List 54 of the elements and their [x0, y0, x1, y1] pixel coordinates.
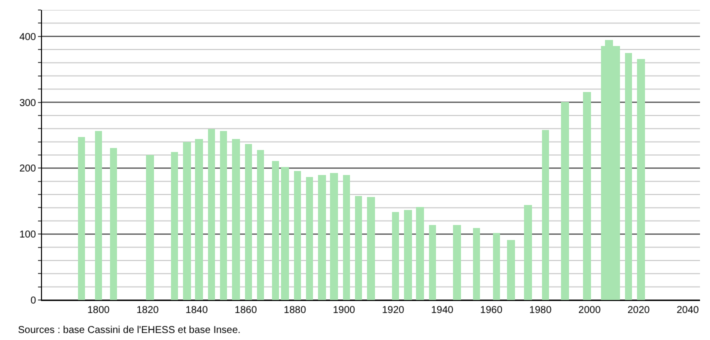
bar: [493, 233, 500, 300]
x-tick-label: 2000: [578, 305, 602, 316]
x-tick-label: 1840: [186, 305, 208, 316]
bar: [257, 150, 264, 300]
x-tick-label: 1860: [234, 305, 258, 316]
bar: [637, 59, 645, 300]
x-tick-label: 2040: [676, 305, 700, 316]
x-tick-label: 1980: [529, 305, 552, 316]
bar: [78, 137, 85, 300]
bar: [507, 240, 515, 300]
source-note: Sources : base Cassini de l'EHESS et base Insee.: [18, 325, 241, 336]
bar: [272, 161, 279, 300]
bar: [306, 177, 313, 300]
bar: [355, 196, 362, 300]
bar: [343, 175, 350, 300]
bar: [416, 207, 424, 300]
bar: [208, 129, 215, 300]
bar: [453, 225, 461, 300]
bar: [294, 171, 301, 300]
x-tick-label: 1960: [480, 305, 503, 316]
y-tick-label: 300: [19, 98, 36, 109]
bar: [542, 130, 549, 300]
bar: [330, 173, 338, 300]
bar: [524, 205, 532, 300]
bar: [281, 167, 289, 300]
bar: [95, 131, 102, 300]
bar: [367, 197, 375, 300]
bar: [110, 148, 117, 300]
y-tick-label: 0: [30, 296, 36, 306]
bar: [429, 225, 436, 300]
bar: [473, 228, 480, 300]
bar: [220, 131, 227, 300]
x-tick-label: 1800: [87, 305, 110, 316]
bar: [195, 139, 203, 300]
x-tick-label: 1940: [431, 305, 454, 316]
bar: [245, 144, 252, 300]
bar: [232, 139, 240, 300]
y-tick-label: 100: [19, 230, 36, 241]
x-tick-label: 1820: [136, 305, 160, 316]
y-tick-label: 200: [19, 164, 36, 175]
bar: [583, 92, 591, 300]
bar: [171, 152, 178, 300]
bar: [561, 102, 569, 300]
x-tick-label: 1880: [284, 305, 306, 316]
bar: [146, 155, 154, 300]
bar: [404, 210, 412, 300]
bar: [183, 142, 191, 300]
bar: [318, 175, 326, 300]
bar: [625, 53, 632, 300]
x-tick-label: 2020: [627, 305, 650, 316]
bar: [392, 212, 399, 300]
y-tick-label: 400: [19, 32, 36, 43]
x-tick-label: 1900: [332, 305, 356, 316]
x-tick-label: 1920: [382, 305, 405, 316]
